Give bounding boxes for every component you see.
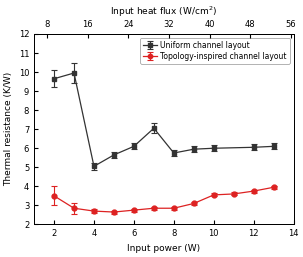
Legend: Uniform channel layout, Topology-inspired channel layout: Uniform channel layout, Topology-inspire…	[140, 38, 290, 64]
X-axis label: Input heat flux (W/cm$^2$): Input heat flux (W/cm$^2$)	[110, 4, 217, 19]
Y-axis label: Thermal resistance (K/W): Thermal resistance (K/W)	[4, 72, 13, 186]
X-axis label: Input power (W): Input power (W)	[127, 244, 200, 253]
